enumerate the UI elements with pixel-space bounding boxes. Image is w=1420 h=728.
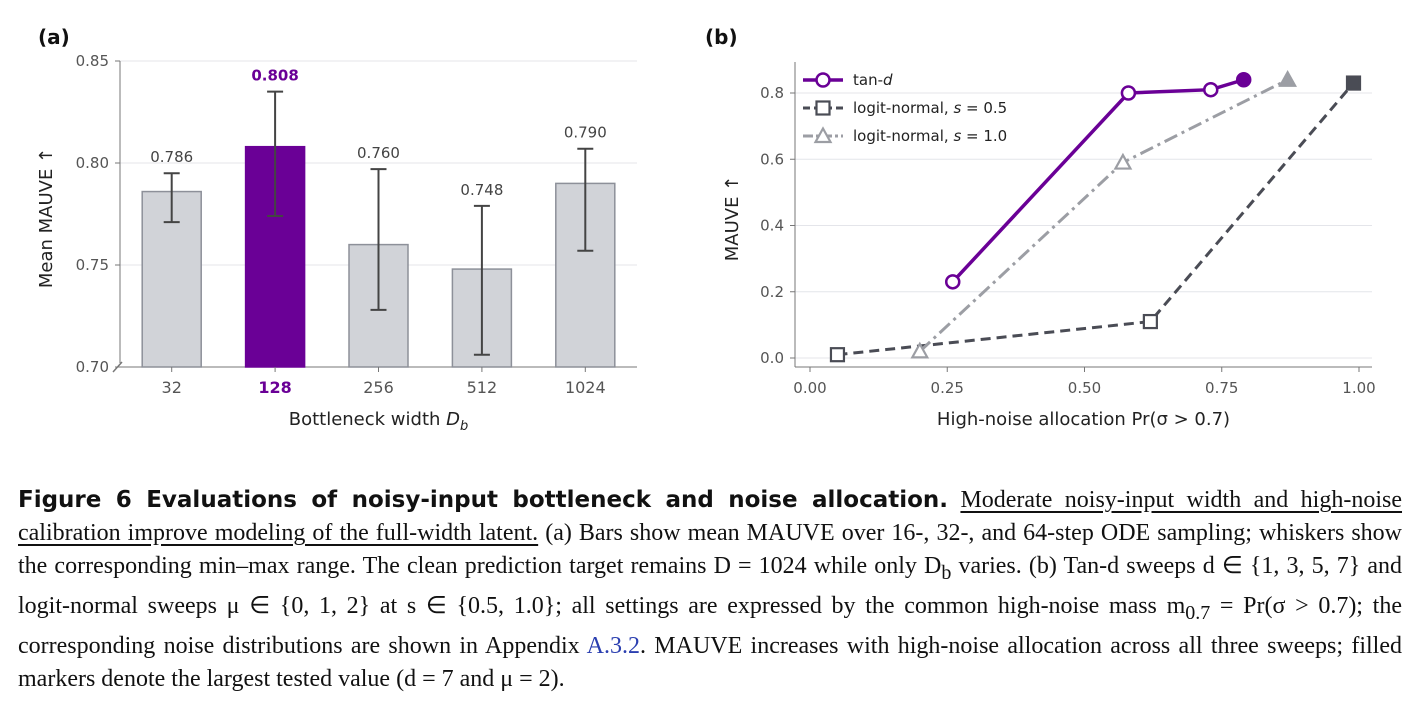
legend-label: logit-normal, s = 1.0 <box>853 127 1007 145</box>
caption-body-2: varies. (b) Tan-d sweeps d ∈ {1, 3, 5, 7… <box>18 553 1403 619</box>
x-tick-label: 0.50 <box>1068 379 1101 397</box>
marker-triangle <box>1278 69 1297 87</box>
marker-square <box>1142 313 1158 330</box>
bar-value-label: 0.760 <box>357 144 400 162</box>
bar-value-label: 0.786 <box>150 148 193 166</box>
panel-label-a: (a) <box>38 25 70 49</box>
caption-body-4: . MAUVE increases with high-noise alloca… <box>18 632 1403 692</box>
series-0 <box>944 72 1252 290</box>
x-tick-label: 256 <box>363 378 394 397</box>
line-chart-panel-b: (b) 0.0 0.2 0.4 0.6 0.8 0.00 0.25 0.50 0.75 1.00 ta… <box>705 25 1376 430</box>
marker-square <box>815 100 831 116</box>
y-tick-label: 0.70 <box>76 358 109 376</box>
series-2 <box>910 69 1297 359</box>
marker-circle <box>1120 85 1137 101</box>
y-axis-label: Mean MAUVE ↑ <box>36 148 57 288</box>
panel-label-b: (b) <box>705 25 738 49</box>
x-tick-label: 1024 <box>565 378 606 397</box>
x-tick-label: 512 <box>467 378 498 397</box>
x-tick-label: 32 <box>162 378 182 397</box>
y-tick-label: 0.0 <box>760 349 784 367</box>
series-line <box>837 82 1355 357</box>
series-line <box>951 78 1245 284</box>
marker-square <box>829 347 846 363</box>
marker-triangle <box>813 126 833 144</box>
y-tick-label: 0.80 <box>76 154 109 172</box>
caption-sub-1: b <box>941 561 952 584</box>
x-tick-label: 0.75 <box>1205 379 1238 397</box>
caption-body-3: = Pr(σ > 0.7); the corresponding noise d… <box>18 592 1402 659</box>
x-tick-label: 1.00 <box>1342 379 1375 397</box>
y-axis-label: MAUVE ↑ <box>722 176 743 262</box>
caption-title: Figure 6 Evaluations of noisy-input bott… <box>18 487 949 513</box>
marker-square <box>1345 75 1362 91</box>
x-axis-label: High-noise allocation Pr(σ > 0.7) <box>937 409 1230 430</box>
x-tick-label: 0.00 <box>793 379 826 397</box>
figure-caption: Figure 6 Evaluations of noisy-input bott… <box>18 484 1402 696</box>
x-axis-label: Bottleneck width Db <box>289 409 469 434</box>
bar-value-label: 0.808 <box>251 67 298 85</box>
y-tick-label: 0.2 <box>760 283 784 301</box>
marker-circle <box>815 72 831 88</box>
legend-label: tan-d <box>853 71 893 89</box>
bar-chart-panel-a: (a) 0.70 0.75 0.80 0.85 0.786 32 0.808 128 0.760 2… <box>36 25 637 434</box>
caption-body-1: (a) Bars show mean MAUVE over 16-, 32-, … <box>18 520 1402 579</box>
x-tick-label: 0.25 <box>931 379 964 397</box>
appendix-link[interactable]: A.3.2 <box>586 632 640 659</box>
y-tick-label: 0.75 <box>76 256 109 274</box>
y-tick-label: 0.6 <box>760 150 784 168</box>
marker-circle <box>1235 72 1252 88</box>
legend-label: logit-normal, s = 0.5 <box>853 99 1007 117</box>
caption-highlight: Moderate noisy-input width and high-nois… <box>18 487 1403 546</box>
y-tick-label: 0.4 <box>760 217 784 235</box>
axis-break-icon <box>112 361 123 373</box>
marker-triangle <box>910 341 930 359</box>
caption-sub-2: 0.7 <box>1185 601 1211 624</box>
marker-circle <box>1203 81 1219 98</box>
marker-triangle <box>1113 152 1133 170</box>
bar-value-label: 0.790 <box>564 124 607 142</box>
bar-value-label: 0.748 <box>460 181 503 199</box>
y-tick-label: 0.8 <box>760 84 784 102</box>
x-tick-label: 128 <box>258 378 291 397</box>
y-tick-label: 0.85 <box>76 52 109 70</box>
series-1 <box>829 75 1362 363</box>
marker-circle <box>944 274 961 290</box>
